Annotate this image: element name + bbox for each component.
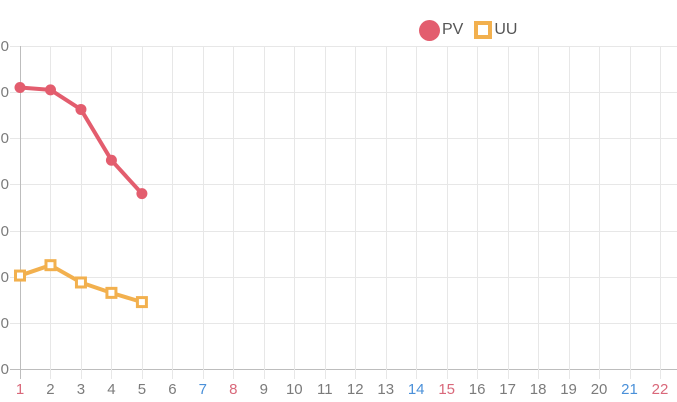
y-axis-labels: 0 0 0 0 0 0 0 0 [1, 38, 9, 378]
y-tick-label: 0 [1, 84, 9, 101]
data-point-pv[interactable] [105, 154, 117, 166]
y-tick-label: 0 [1, 38, 9, 55]
x-tick-label: 8 [229, 381, 237, 398]
y-tick-label: 0 [1, 130, 9, 147]
legend-label-pv: PV [442, 21, 464, 38]
x-tick-label: 3 [77, 381, 85, 398]
x-tick-label: 22 [652, 381, 669, 398]
x-tick-label: 12 [347, 381, 364, 398]
x-tick-label: 6 [168, 381, 176, 398]
x-tick-label: 5 [138, 381, 146, 398]
x-tick-label: 13 [377, 381, 394, 398]
x-tick-label: 7 [199, 381, 207, 398]
data-point-uu[interactable] [44, 259, 57, 272]
data-point-pv[interactable] [75, 103, 87, 115]
x-tick-label: 19 [560, 381, 577, 398]
series-points-uu[interactable] [14, 259, 148, 309]
legend-label-uu: UU [494, 21, 518, 38]
legend-item-uu[interactable]: UU [474, 21, 517, 39]
y-tick-label: 0 [1, 315, 9, 332]
x-tick-label: 10 [286, 381, 303, 398]
y-tick-label: 0 [1, 361, 9, 378]
uu-square-icon [474, 21, 493, 39]
x-tick-label: 17 [499, 381, 516, 398]
data-point-uu[interactable] [74, 276, 87, 289]
pv-circle-icon [419, 19, 440, 41]
chart-legend: PV UU [419, 19, 517, 41]
x-tick-label: 15 [438, 381, 455, 398]
data-point-pv[interactable] [14, 82, 26, 94]
x-tick-label: 1 [16, 381, 24, 398]
data-point-pv[interactable] [136, 188, 148, 200]
x-tick-label: 9 [260, 381, 268, 398]
series-line-pv [18, 85, 144, 196]
x-axis-labels: 1 2 3 4 5 6 7 8 9 10 11 12 13 14 15 16 17 18 19 20 21 22 [16, 381, 669, 398]
x-tick-label: 20 [591, 381, 608, 398]
x-tick-label: 18 [530, 381, 547, 398]
x-tick-label: 2 [46, 381, 54, 398]
x-tick-label: 21 [621, 381, 638, 398]
legend-item-pv[interactable]: PV [419, 19, 464, 41]
data-point-uu[interactable] [105, 286, 118, 299]
series-points-pv[interactable] [14, 82, 148, 200]
y-tick-label: 0 [1, 223, 9, 240]
y-tick-label: 0 [1, 269, 9, 286]
grid-lines [10, 46, 677, 379]
x-tick-label: 11 [317, 381, 333, 398]
y-tick-label: 0 [1, 176, 9, 193]
x-tick-label: 14 [408, 381, 425, 398]
data-point-uu[interactable] [14, 269, 26, 282]
x-tick-label: 16 [469, 381, 486, 398]
data-point-uu[interactable] [135, 296, 148, 309]
x-tick-label: 4 [107, 381, 115, 398]
data-point-pv[interactable] [44, 84, 56, 96]
